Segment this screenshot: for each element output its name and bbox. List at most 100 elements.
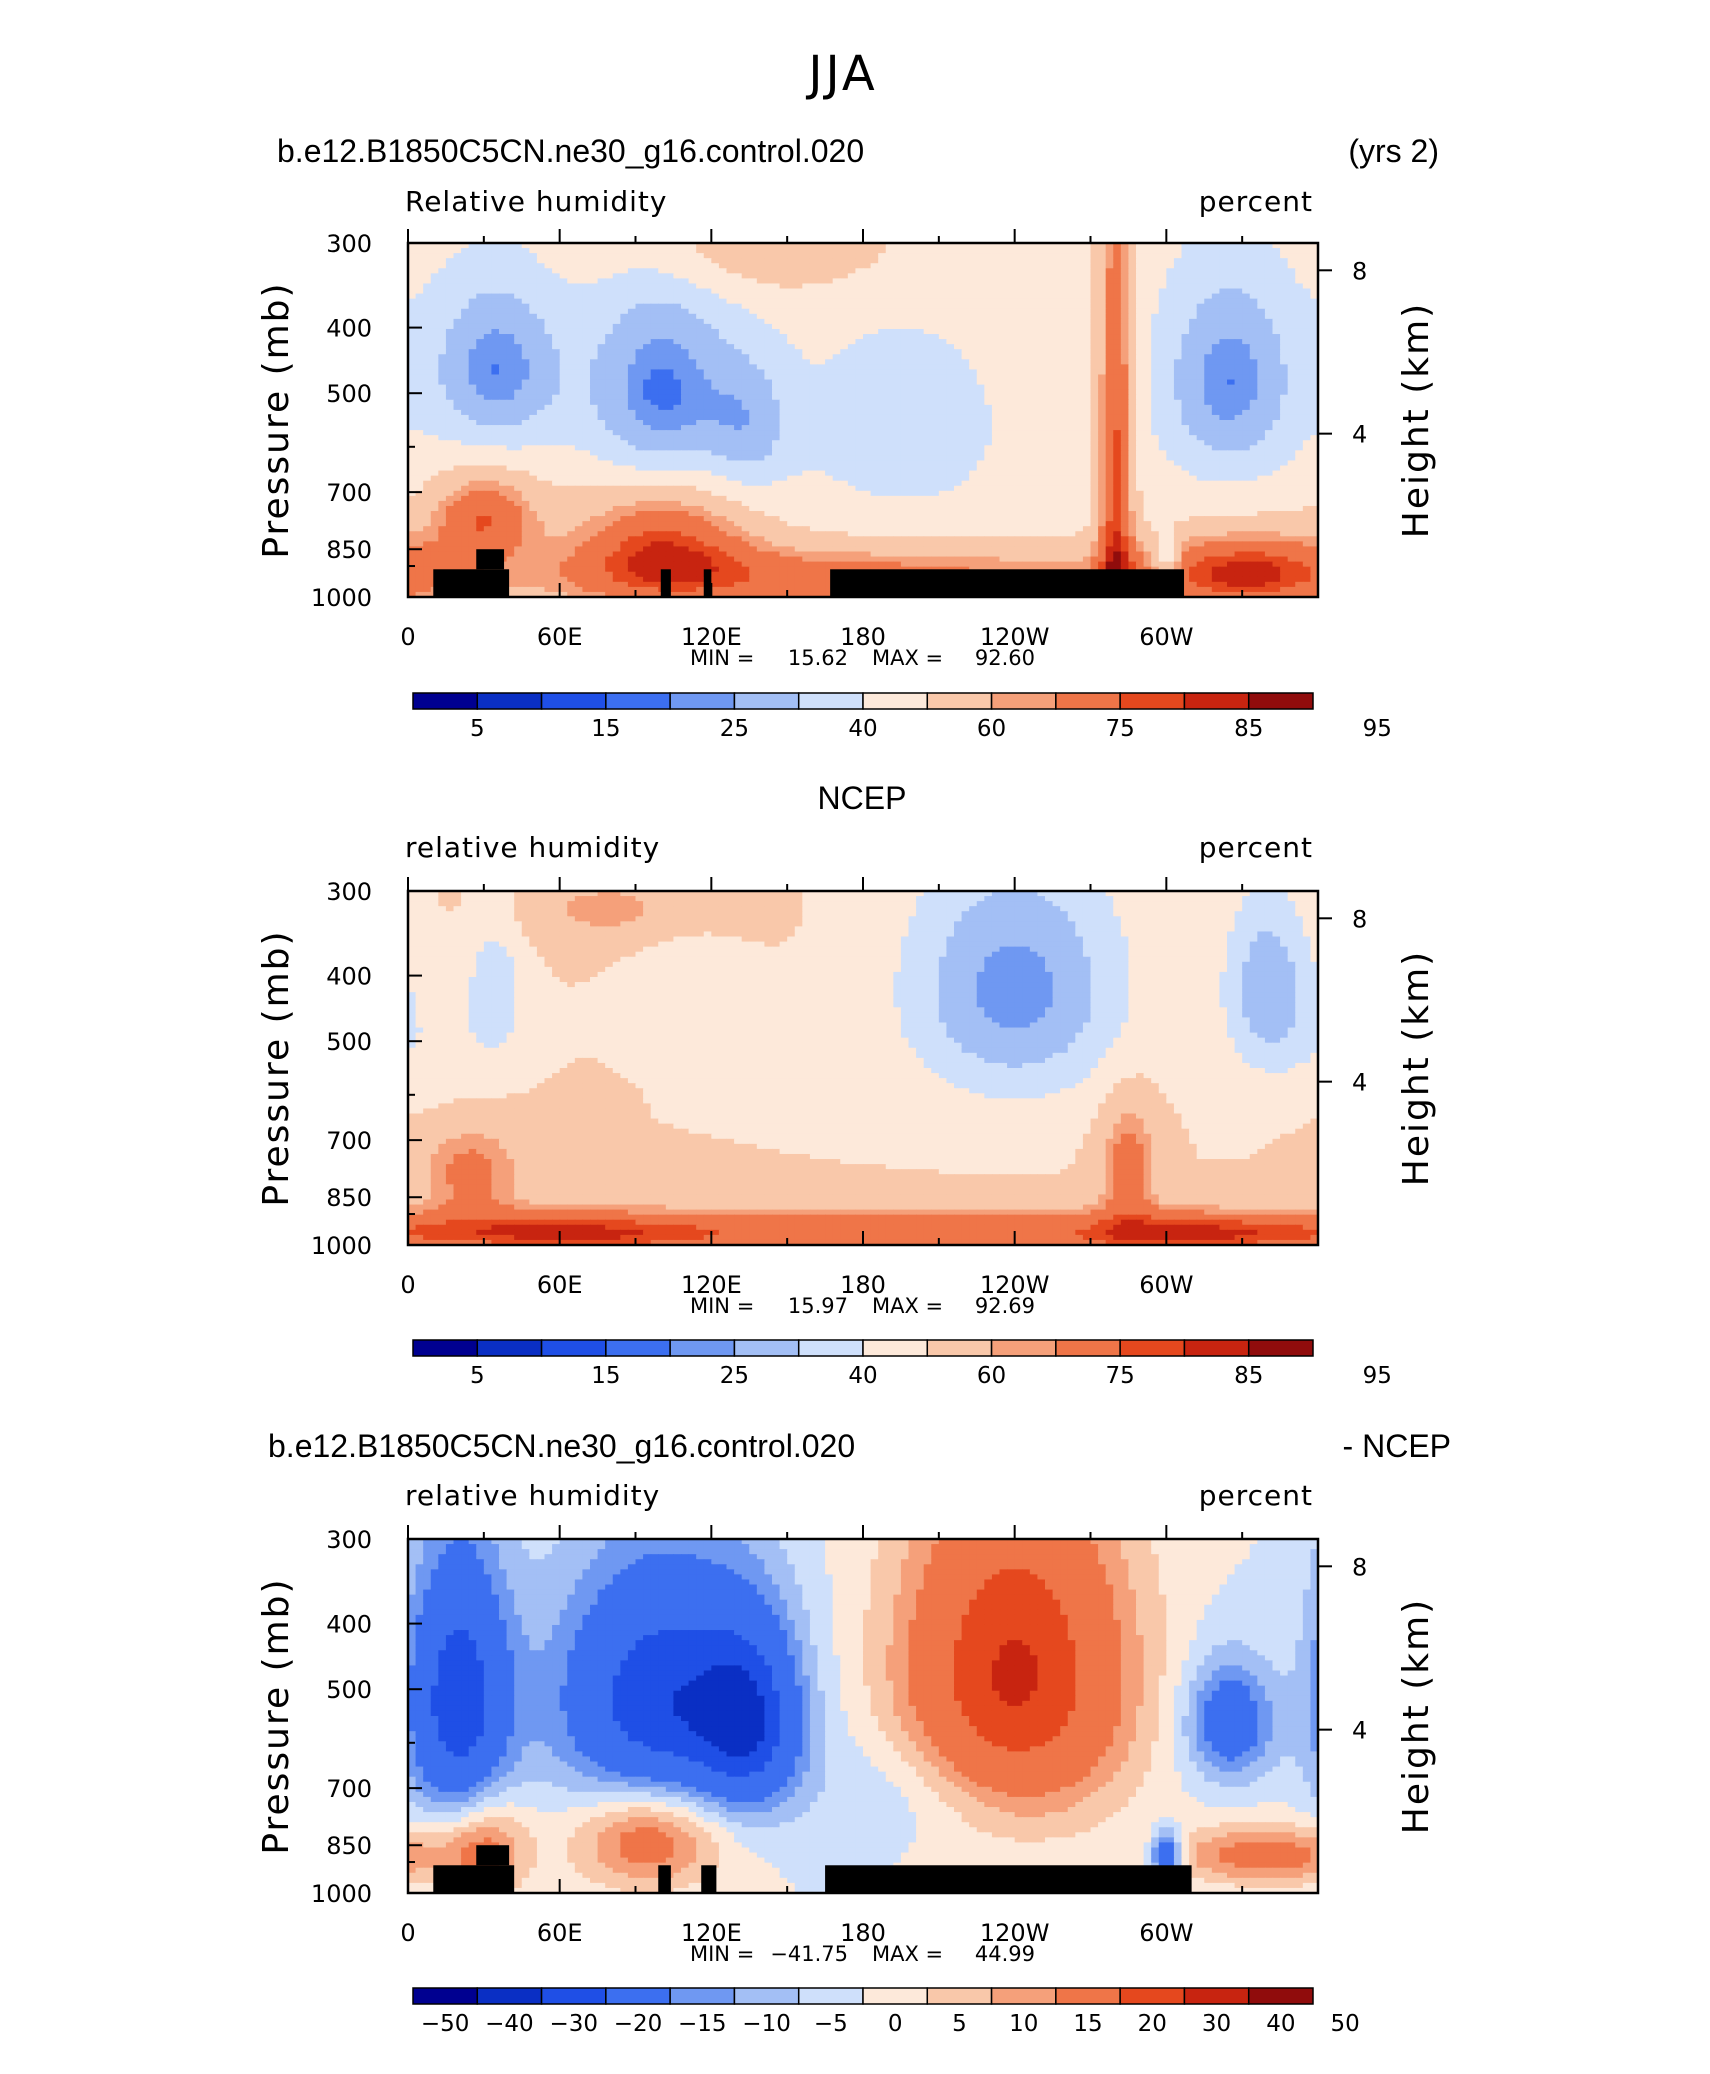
contour-cell xyxy=(938,288,948,295)
contour-cell xyxy=(870,389,879,396)
contour-cell xyxy=(438,263,447,269)
contour-cell xyxy=(984,389,993,396)
contour-cell xyxy=(1227,425,1236,431)
contour-cell xyxy=(605,318,614,325)
contour-cell xyxy=(832,409,841,416)
contour-cell xyxy=(984,344,993,350)
contour-cell xyxy=(741,263,750,269)
contour-cell xyxy=(870,323,879,330)
contour-cell xyxy=(468,248,477,254)
contour-cell xyxy=(536,273,546,279)
contour-cell xyxy=(1105,334,1114,340)
contour-cell xyxy=(423,268,432,274)
contour-cell xyxy=(840,354,849,360)
contour-cell xyxy=(499,303,508,310)
contour-cell xyxy=(711,303,720,310)
contour-cell xyxy=(1082,253,1092,259)
contour-cell xyxy=(885,450,894,456)
contour-cell xyxy=(1037,313,1046,320)
contour-cell xyxy=(468,318,477,325)
contour-cell xyxy=(461,425,470,431)
contour-cell xyxy=(1143,288,1152,295)
contour-cell xyxy=(1158,293,1167,300)
contour-cell xyxy=(794,420,803,426)
contour-cell xyxy=(863,374,872,381)
contour-cell xyxy=(612,389,621,396)
contour-cell xyxy=(408,440,417,446)
contour-cell xyxy=(445,359,455,365)
contour-cell xyxy=(885,344,894,350)
contour-cell xyxy=(923,369,932,376)
contour-cell xyxy=(1014,349,1023,355)
contour-cell xyxy=(1022,283,1031,290)
contour-cell xyxy=(1105,359,1114,365)
contour-cell xyxy=(878,430,887,436)
contour-cell xyxy=(476,283,485,290)
contour-cell xyxy=(559,303,568,310)
contour-cell xyxy=(817,248,826,254)
contour-cell xyxy=(832,389,841,396)
contour-cell xyxy=(1211,394,1221,401)
contour-cell xyxy=(863,253,872,259)
contour-cell xyxy=(506,359,515,365)
contour-cell xyxy=(681,293,690,300)
contour-cell xyxy=(938,354,948,360)
contour-cell xyxy=(1295,384,1304,391)
contour-cell xyxy=(1242,323,1251,330)
contour-cell xyxy=(703,420,712,426)
contour-cell xyxy=(635,288,644,295)
contour-cell xyxy=(521,369,530,376)
contour-cell xyxy=(1067,420,1076,426)
contour-cell xyxy=(825,425,834,431)
contour-cell xyxy=(1060,283,1069,290)
contour-cell xyxy=(453,313,462,320)
contour-cell xyxy=(1196,349,1205,355)
contour-cell xyxy=(764,445,773,451)
contour-cell xyxy=(605,374,614,381)
contour-cell xyxy=(840,328,849,335)
contour-cell xyxy=(916,359,925,365)
contour-cell xyxy=(650,399,659,406)
contour-cell xyxy=(567,364,576,371)
contour-cell xyxy=(1310,445,1318,451)
contour-cell xyxy=(855,278,864,285)
contour-cell xyxy=(673,354,682,360)
contour-cell xyxy=(1045,435,1054,441)
contour-cell xyxy=(1052,404,1061,411)
contour-cell xyxy=(582,273,591,279)
contour-cell xyxy=(536,288,546,295)
contour-cell xyxy=(1272,278,1281,285)
contour-cell xyxy=(1219,328,1228,335)
contour-cell xyxy=(658,364,667,371)
contour-cell xyxy=(870,450,879,456)
contour-cell xyxy=(1249,364,1258,371)
contour-cell xyxy=(1098,394,1107,401)
contour-cell xyxy=(559,318,568,325)
contour-cell xyxy=(885,303,894,310)
contour-cell xyxy=(483,248,493,254)
contour-cell xyxy=(1067,278,1076,285)
contour-cell xyxy=(673,389,682,396)
contour-cell xyxy=(1181,273,1190,279)
contour-cell xyxy=(1181,328,1190,335)
contour-cell xyxy=(582,425,591,431)
contour-cell xyxy=(499,298,508,305)
contour-cell xyxy=(658,344,667,350)
contour-cell xyxy=(476,379,485,386)
contour-cell xyxy=(703,268,712,274)
contour-cell xyxy=(1173,288,1183,295)
contour-cell xyxy=(764,323,773,330)
contour-cell xyxy=(825,369,834,376)
contour-cell xyxy=(1249,258,1258,264)
contour-cell xyxy=(954,430,963,436)
contour-cell xyxy=(832,303,841,310)
contour-cell xyxy=(1204,359,1213,365)
contour-cell xyxy=(1280,349,1289,355)
contour-cell xyxy=(658,258,667,264)
contour-cell xyxy=(764,339,773,345)
contour-cell xyxy=(787,339,796,345)
contour-cell xyxy=(612,394,621,401)
contour-cell xyxy=(734,283,743,290)
contour-cell xyxy=(946,354,955,360)
contour-cell xyxy=(1082,298,1092,305)
